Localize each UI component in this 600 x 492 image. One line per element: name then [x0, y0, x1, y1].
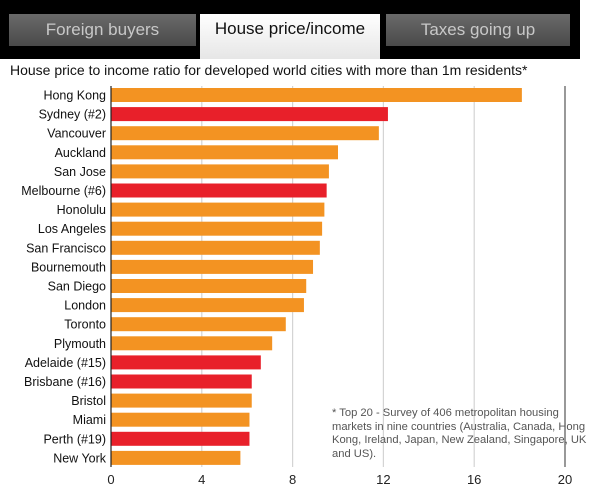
- category-label: London: [64, 299, 106, 313]
- tab-taxes-going-up[interactable]: Taxes going up: [386, 14, 570, 46]
- bar: [111, 88, 522, 102]
- category-label: Vancouver: [47, 127, 106, 141]
- bar: [111, 164, 329, 179]
- x-tick-label: 0: [107, 472, 114, 487]
- x-tick-label: 16: [467, 472, 481, 487]
- bar: [111, 374, 252, 389]
- category-label: Adelaide (#15): [25, 356, 106, 370]
- category-label: Plymouth: [54, 337, 106, 351]
- category-label: Miami: [73, 413, 106, 427]
- tab-bar: Foreign buyers House price/income Taxes …: [0, 0, 580, 59]
- category-label: Hong Kong: [43, 89, 106, 103]
- category-label: Sydney (#2): [39, 108, 106, 122]
- bar: [111, 221, 323, 236]
- bar: [111, 183, 327, 198]
- bar: [111, 450, 241, 465]
- tab-foreign-buyers[interactable]: Foreign buyers: [9, 14, 196, 46]
- bar: [111, 126, 379, 141]
- bar: [111, 279, 307, 293]
- bar: [111, 145, 338, 160]
- chart-title: House price to income ratio for develope…: [10, 62, 528, 78]
- category-label: Bristol: [71, 394, 106, 408]
- x-tick-label: 12: [376, 472, 390, 487]
- bar: [111, 107, 388, 122]
- category-label: San Jose: [54, 165, 106, 179]
- category-label: Auckland: [55, 146, 106, 160]
- category-label: Honolulu: [57, 203, 106, 217]
- category-label: Melbourne (#6): [21, 184, 106, 198]
- category-label: New York: [53, 451, 107, 465]
- bar: [111, 240, 320, 255]
- bar: [111, 259, 314, 274]
- bar: [111, 336, 273, 351]
- category-label: San Diego: [48, 280, 106, 294]
- bar: [111, 202, 325, 217]
- category-label: Bournemouth: [31, 260, 106, 274]
- x-tick-label: 20: [558, 472, 572, 487]
- category-label: Perth (#19): [43, 432, 106, 446]
- tab-house-price-income[interactable]: House price/income: [200, 14, 380, 59]
- category-label: Los Angeles: [38, 222, 106, 236]
- x-tick-label: 8: [289, 472, 296, 487]
- x-tick-label: 4: [198, 472, 205, 487]
- bar: [111, 412, 250, 427]
- bar: [111, 393, 252, 408]
- footnote: * Top 20 - Survey of 406 metropolitan ho…: [332, 407, 587, 460]
- bar: [111, 317, 286, 332]
- category-label: San Francisco: [26, 241, 106, 255]
- bar: [111, 298, 304, 313]
- bar: [111, 431, 250, 446]
- bar: [111, 355, 261, 370]
- category-label: Brisbane (#16): [24, 375, 106, 389]
- category-label: Toronto: [64, 318, 106, 332]
